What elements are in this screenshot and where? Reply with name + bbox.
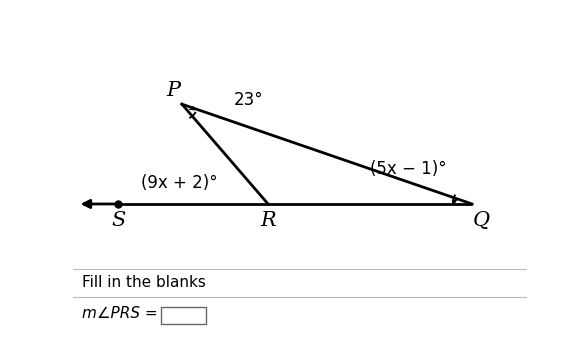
Text: 23°: 23° [234, 91, 264, 109]
Text: R: R [260, 211, 276, 230]
Text: S: S [111, 211, 126, 230]
Text: (9x + 2)°: (9x + 2)° [142, 174, 218, 192]
Text: (5x − 1)°: (5x − 1)° [370, 160, 447, 178]
Text: m∠PRS =: m∠PRS = [82, 306, 158, 321]
Text: P: P [166, 81, 180, 100]
Text: Fill in the blanks: Fill in the blanks [82, 275, 206, 291]
FancyBboxPatch shape [161, 307, 205, 324]
Text: Q: Q [473, 211, 490, 230]
